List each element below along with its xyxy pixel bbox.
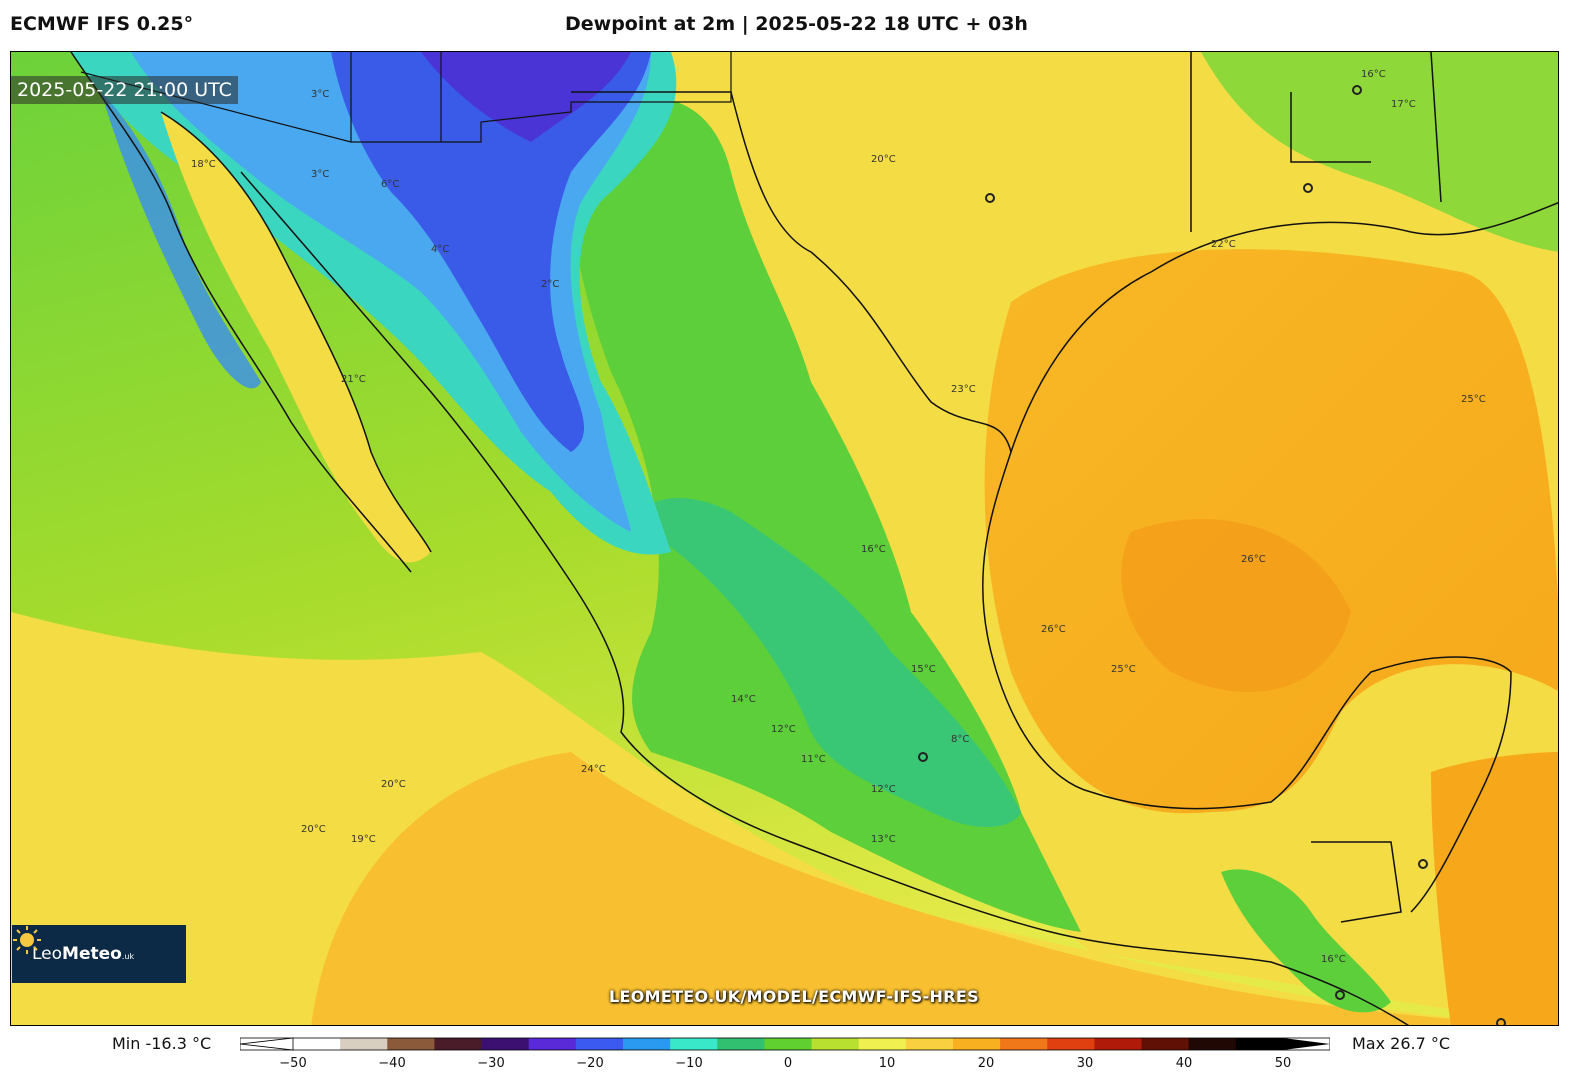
- logo-bold: Meteo: [62, 944, 122, 964]
- leometeo-logo[interactable]: LeoMeteo.uk: [12, 925, 186, 983]
- central-america-green: [1221, 869, 1391, 1013]
- svg-text:3°C: 3°C: [311, 169, 329, 180]
- colorbar-max-arrow: [1283, 1038, 1330, 1050]
- logo-suffix: .uk: [121, 952, 135, 961]
- colorbar-segment: [717, 1038, 765, 1050]
- svg-text:19°C: 19°C: [351, 834, 376, 845]
- tick-label: −40: [378, 1056, 406, 1071]
- tick-label: −30: [477, 1056, 505, 1071]
- colorbar-ticks: −50 −40 −30 −20 −10 0 10 20 30 40 50: [0, 1056, 1570, 1074]
- colorbar-min-arrow: [240, 1037, 294, 1051]
- svg-text:11°C: 11°C: [801, 754, 826, 765]
- min-value-label: Min -16.3 °C: [112, 1034, 212, 1053]
- tick-label: 10: [878, 1056, 896, 1071]
- svg-text:13°C: 13°C: [871, 834, 896, 845]
- svg-text:16°C: 16°C: [1321, 954, 1346, 965]
- svg-text:26°C: 26°C: [1241, 554, 1266, 565]
- svg-text:12°C: 12°C: [871, 784, 896, 795]
- svg-text:15°C: 15°C: [911, 664, 936, 675]
- svg-text:16°C: 16°C: [861, 544, 886, 555]
- svg-text:24°C: 24°C: [581, 764, 606, 775]
- svg-text:22°C: 22°C: [1211, 239, 1236, 250]
- svg-text:12°C: 12°C: [771, 724, 796, 735]
- colorbar-segment: [1000, 1038, 1048, 1050]
- us-mexico-border: [80, 52, 732, 143]
- url-watermark[interactable]: LEOMETEO.UK/MODEL/ECMWF-IFS-HRES: [609, 987, 979, 1006]
- svg-text:16°C: 16°C: [1361, 69, 1386, 80]
- tick-label: 50: [1274, 1056, 1292, 1071]
- colorbar-segment: [858, 1038, 907, 1050]
- colorbar-segment: [1188, 1038, 1237, 1050]
- colorbar-segment: [528, 1038, 577, 1050]
- colorbar-segment: [905, 1038, 954, 1050]
- svg-text:21°C: 21°C: [341, 374, 366, 385]
- logo-light: Leo: [32, 944, 63, 964]
- northwest-deep-blue: [331, 52, 651, 452]
- tick-label: −20: [576, 1056, 604, 1071]
- baja-west-blue: [101, 92, 261, 389]
- tick-label: 0: [783, 1056, 793, 1071]
- svg-text:3°C: 3°C: [311, 89, 329, 100]
- baja-peninsula: [161, 112, 431, 563]
- gulf-of-mexico: [984, 249, 1558, 814]
- colorbar-segment: [764, 1038, 813, 1050]
- caribbean: [1431, 752, 1558, 1025]
- colorbar-segment: [340, 1038, 388, 1050]
- svg-text:20°C: 20°C: [871, 154, 896, 165]
- contour-labels: 18°C 20°C 21°C 22°C 23°C 24°C 25°C 26°C 16°C 1…: [191, 69, 1486, 965]
- logo-text: LeoMeteo.uk: [32, 944, 134, 964]
- northwest-purple: [421, 52, 631, 142]
- tick-label: 30: [1076, 1056, 1094, 1071]
- max-value-label: Max 26.7 °C: [1352, 1034, 1451, 1053]
- colorbar: [240, 1037, 1330, 1051]
- colorbar-segment: [1235, 1038, 1284, 1050]
- svg-text:26°C: 26°C: [1041, 624, 1066, 635]
- colorbar-segment: [575, 1038, 624, 1050]
- tick-label: −10: [675, 1056, 703, 1071]
- coastlines: [70, 52, 1558, 1025]
- svg-text:14°C: 14°C: [731, 694, 756, 705]
- colorbar-segment: [811, 1038, 860, 1050]
- svg-text:8°C: 8°C: [951, 734, 969, 745]
- tick-label: 20: [977, 1056, 995, 1071]
- svg-text:18°C: 18°C: [191, 159, 216, 170]
- gulf-warm-core: [1121, 518, 1351, 692]
- svg-text:23°C: 23°C: [951, 384, 976, 395]
- svg-text:2°C: 2°C: [541, 279, 559, 290]
- colorbar-segment: [1141, 1038, 1190, 1050]
- colorbar-segment: [1094, 1038, 1143, 1050]
- sun-icon: [13, 926, 41, 954]
- colorbar-segment: [1047, 1038, 1095, 1050]
- colorbar-segment: [387, 1038, 435, 1050]
- svg-text:25°C: 25°C: [1461, 394, 1486, 405]
- tick-label: −50: [279, 1056, 307, 1071]
- svg-text:4°C: 4°C: [431, 244, 449, 255]
- dewpoint-map[interactable]: 18°C 20°C 21°C 22°C 23°C 24°C 25°C 26°C 16°C 1…: [10, 51, 1559, 1026]
- pacific-orange: [311, 752, 1529, 1025]
- svg-text:6°C: 6°C: [381, 179, 399, 190]
- colorbar-segment: [953, 1038, 1001, 1050]
- colorbar-segment: [434, 1038, 483, 1050]
- svg-text:20°C: 20°C: [381, 779, 406, 790]
- svg-text:17°C: 17°C: [1391, 99, 1416, 110]
- colorbar-segment: [481, 1038, 530, 1050]
- colorbar-segment: [670, 1038, 718, 1050]
- tick-label: 40: [1175, 1056, 1193, 1071]
- chart-title: Dewpoint at 2m | 2025-05-22 18 UTC + 03h: [565, 13, 1028, 35]
- colorbar-segment: [623, 1038, 671, 1050]
- plateau-teal: [631, 498, 1021, 827]
- colorbar-segment: [293, 1038, 341, 1050]
- svg-text:20°C: 20°C: [301, 824, 326, 835]
- valid-time-label: 2025-05-22 21:00 UTC: [11, 76, 238, 104]
- map-canvas: 18°C 20°C 21°C 22°C 23°C 24°C 25°C 26°C 16°C 1…: [11, 52, 1558, 1025]
- svg-text:25°C: 25°C: [1111, 664, 1136, 675]
- city-markers: [918, 85, 1506, 1025]
- model-label: ECMWF IFS 0.25°: [10, 13, 194, 35]
